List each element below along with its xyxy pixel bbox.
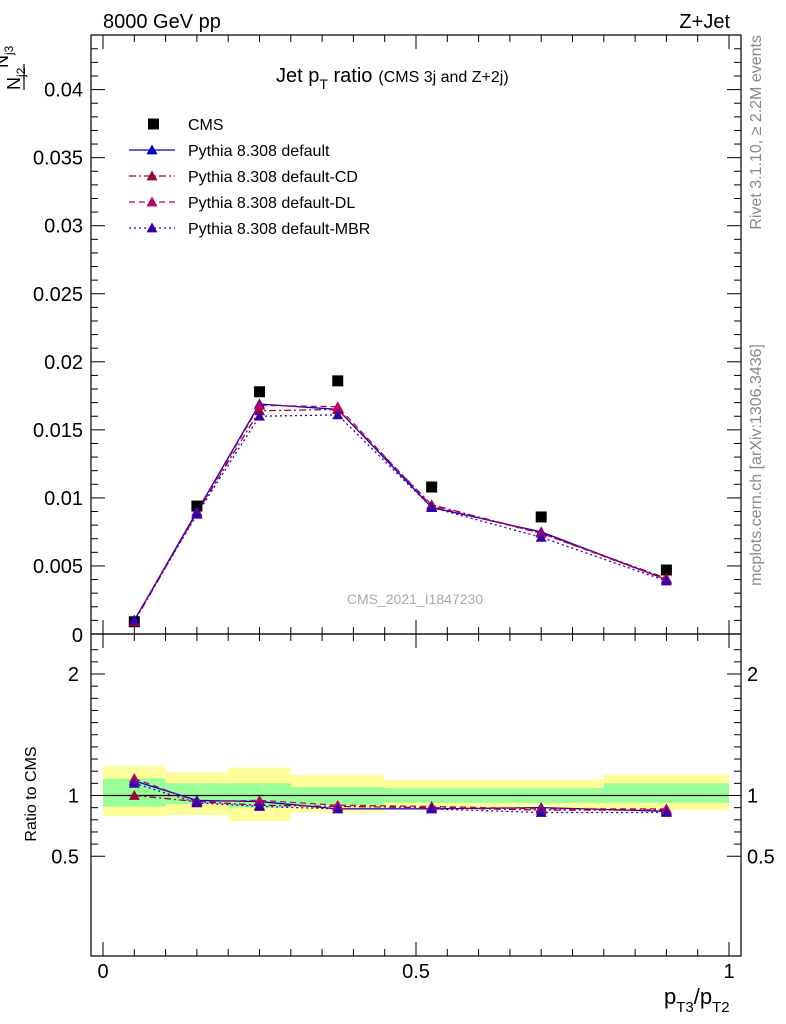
lower-y-tick-labels: 0.5 0.5 1 1 2 2 xyxy=(51,664,775,868)
upper-point-cms-3 xyxy=(332,375,344,387)
lower-y-tick-label-right: 1 xyxy=(747,786,758,808)
band-green-1 xyxy=(165,783,229,805)
x-tick-labels: 0 0.5 1 xyxy=(97,961,734,983)
y-label-numerator: Nj3 xyxy=(0,45,16,68)
rivet-label: Rivet 3.1.10, ≥ 2.2M events xyxy=(748,35,765,230)
legend-marker-1 xyxy=(146,144,158,155)
legend-label-0: CMS xyxy=(188,117,224,134)
lower-markers xyxy=(128,772,672,817)
upper-y-label: Nj2 Nj3 xyxy=(0,45,28,90)
lower-point-series-3-6 xyxy=(660,807,672,817)
upper-point-series-4-5 xyxy=(535,531,547,542)
band-green-6 xyxy=(603,783,729,803)
lower-y-tick-label: 1 xyxy=(68,786,79,808)
upper-y-tick-label: 0.035 xyxy=(33,148,83,170)
upper-point-series-2-2 xyxy=(254,405,265,416)
lower-point-series-3-1 xyxy=(191,797,203,808)
x-axis-label: pT3/pT2 xyxy=(664,984,730,1016)
plot-title-main: Jet p xyxy=(276,65,319,87)
lower-point-series-2-2 xyxy=(254,794,265,805)
upper-y-tick-label: 0.03 xyxy=(44,216,83,238)
upper-point-series-4-0 xyxy=(128,614,140,625)
legend-label-1: Pythia 8.308 default xyxy=(188,143,330,160)
upper-point-series-4-1 xyxy=(191,508,203,519)
legend-label-2: Pythia 8.308 default-CD xyxy=(188,169,358,186)
plot-title: Jet pT ratio (CMS 3j and Z+2j) xyxy=(276,65,509,92)
lower-point-series-3-2 xyxy=(254,800,265,811)
mcplots-label: mcplots.cern.ch [arXiv:1306.3436] xyxy=(748,344,765,586)
lower-frame xyxy=(90,633,742,957)
analysis-watermark: CMS_2021_I1847230 xyxy=(347,591,483,607)
lower-point-series-3-0 xyxy=(128,777,140,788)
legend-label-3: Pythia 8.308 default-DL xyxy=(188,195,355,212)
upper-point-series-4-2 xyxy=(254,410,265,421)
header-left: 8000 GeV pp xyxy=(103,11,221,33)
upper-line-series-1 xyxy=(133,403,667,621)
lower-point-series-3-4 xyxy=(426,803,438,814)
legend-marker-2 xyxy=(146,170,158,181)
x-tick-label: 1 xyxy=(723,961,734,983)
upper-y-tick-labels: 0.005 0.01 0.015 0.02 0.025 0.03 0.035 0.04 0 xyxy=(33,80,83,647)
upper-point-series-3-3 xyxy=(332,401,344,412)
lower-y-tick-label-right: 2 xyxy=(747,664,758,686)
y-label-denominator: Nj2 xyxy=(4,67,28,90)
upper-y-zero-label: 0 xyxy=(72,625,83,647)
upper-point-series-3-2 xyxy=(254,399,265,410)
upper-y-tick-label: 0.01 xyxy=(44,488,83,510)
upper-y-tick-label: 0.02 xyxy=(44,352,83,374)
upper-point-series-4-3 xyxy=(332,409,344,420)
lower-y-tick-label-right: 0.5 xyxy=(747,846,775,868)
upper-point-series-4-4 xyxy=(426,501,438,512)
legend-marker-3 xyxy=(146,196,158,207)
upper-y-tick-label: 0.04 xyxy=(44,80,83,102)
lower-y-tick-label: 2 xyxy=(68,664,79,686)
upper-y-tick-label: 0.005 xyxy=(33,556,83,578)
header-right: Z+Jet xyxy=(679,11,730,33)
legend-marker-4 xyxy=(146,222,158,233)
lower-point-series-3-5 xyxy=(535,807,547,817)
upper-line-series-4 xyxy=(133,414,667,621)
upper-point-cms-4 xyxy=(426,481,438,493)
upper-point-cms-6 xyxy=(660,564,672,576)
upper-line-series-3 xyxy=(133,404,667,621)
lower-y-tick-label: 0.5 xyxy=(51,846,79,868)
upper-markers xyxy=(128,375,672,628)
upper-line-series-2 xyxy=(133,408,667,623)
upper-point-cms-5 xyxy=(535,511,547,523)
lower-point-series-3-3 xyxy=(332,803,344,814)
upper-series-lines xyxy=(133,403,667,623)
plot-title-sub: T xyxy=(319,76,328,92)
legend-label-4: Pythia 8.308 default-MBR xyxy=(188,221,370,238)
lower-uncertainty-bands xyxy=(103,766,729,822)
upper-y-tick-label: 0.025 xyxy=(33,284,83,306)
legend: CMS Pythia 8.308 default Pythia 8.308 defa… xyxy=(129,117,370,238)
upper-point-cms-2 xyxy=(254,386,265,398)
lower-y-label: Ratio to CMS xyxy=(23,746,40,841)
plot-title-note: (CMS 3j and Z+2j) xyxy=(378,69,508,86)
legend-marker-cms xyxy=(148,118,159,130)
lower-point-series-1-0 xyxy=(128,790,140,800)
x-tick-label: 0 xyxy=(97,961,108,983)
upper-point-series-4-6 xyxy=(660,575,672,586)
upper-y-tick-label: 0.015 xyxy=(33,420,83,442)
plot-title-rest: ratio xyxy=(328,65,372,87)
x-tick-label: 0.5 xyxy=(402,961,430,983)
